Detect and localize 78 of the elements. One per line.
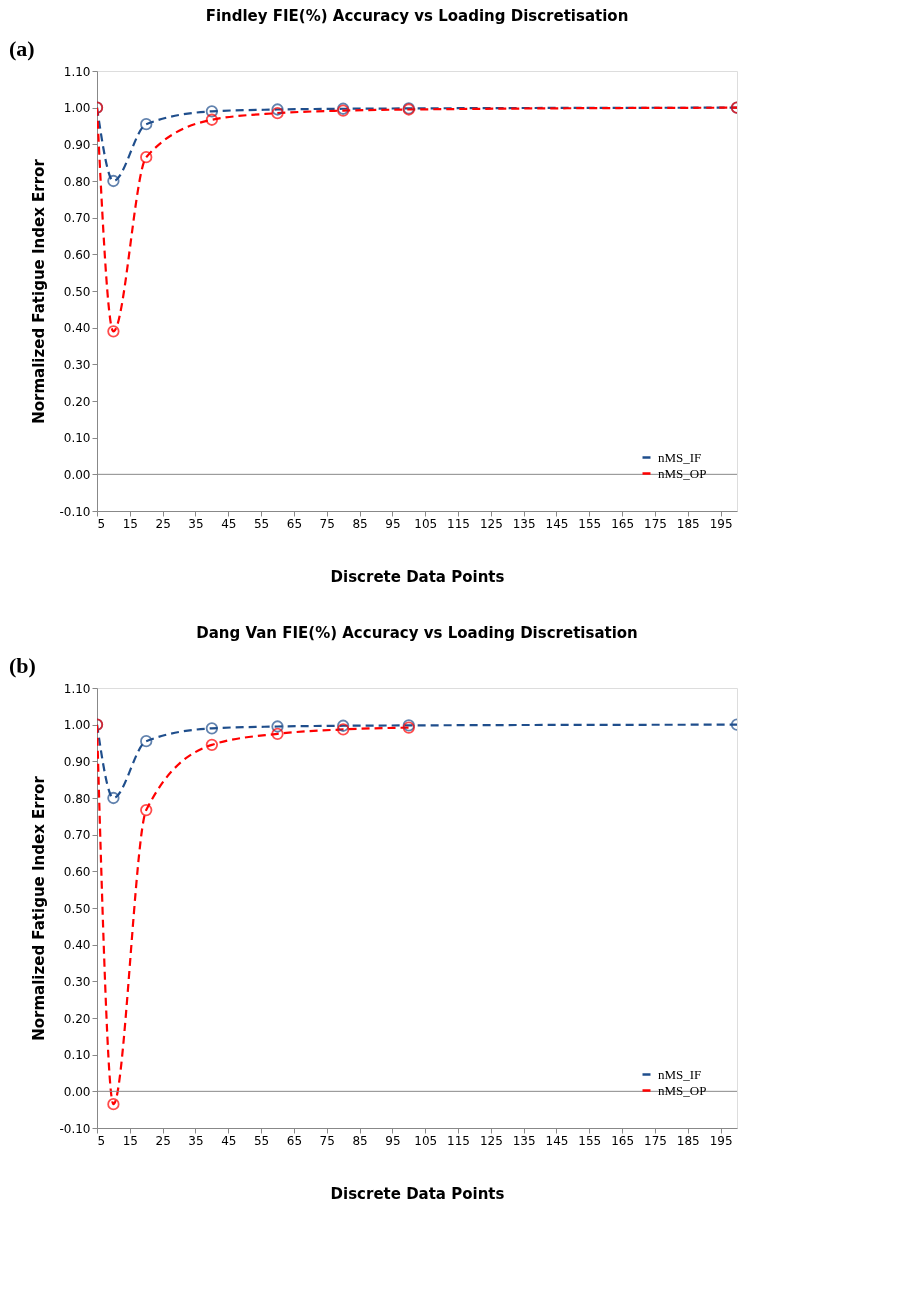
y-tick-label: 0.20: [63, 394, 91, 409]
x-tick-label: 165: [611, 1133, 635, 1148]
y-tick-label: 1.00: [63, 718, 91, 733]
x-tick-label: 135: [512, 516, 536, 531]
x-tick-label: 5: [97, 516, 106, 531]
x-tick-label: 145: [545, 516, 569, 531]
x-tick-label: 115: [447, 1133, 470, 1148]
x-tick-label: 25: [155, 1133, 171, 1148]
legend-label: nMS_IF: [658, 449, 702, 465]
x-tick-label: 45: [221, 1133, 237, 1148]
y-tick-label: 0.80: [63, 174, 91, 189]
x-axis-title: Discrete Data Points: [330, 1184, 505, 1203]
x-tick-label: 25: [155, 516, 171, 531]
x-tick-label: 5: [97, 1133, 106, 1148]
x-tick-label: 185: [676, 516, 700, 531]
x-tick-label: 195: [709, 1133, 733, 1148]
y-axis-title: Normalized Fatigue Index Error: [30, 775, 49, 1041]
legend-label: nMS_OP: [658, 1082, 707, 1098]
text: (a): [9, 36, 35, 61]
y-tick-label: 1.10: [63, 64, 91, 79]
x-tick-label: 125: [479, 516, 503, 531]
x-tick-label: 65: [286, 1133, 303, 1148]
y-tick-label: 0.70: [63, 828, 91, 843]
x-tick-label: 105: [414, 1133, 438, 1148]
x-tick-label: 85: [352, 1133, 368, 1148]
y-tick-label: 0.10: [63, 431, 91, 446]
x-tick-label: 175: [644, 516, 667, 531]
y-tick-label: 0.50: [63, 284, 91, 299]
y-tick-label: 0.10: [63, 1048, 91, 1063]
x-tick-label: 85: [352, 516, 368, 531]
chart-title: Dang Van FIE(%) Accuracy vs Loading Discretisation: [196, 624, 638, 642]
x-tick-label: 95: [385, 516, 401, 531]
y-tick-label: 0.40: [63, 938, 91, 953]
y-tick-label: 1.10: [63, 681, 91, 696]
x-tick-label: 195: [709, 516, 733, 531]
x-tick-label: 65: [286, 516, 303, 531]
x-tick-label: 105: [414, 516, 438, 531]
y-tick-label: 0.00: [63, 1084, 91, 1099]
y-tick-label: 0.30: [63, 974, 91, 989]
legend-label: nMS_IF: [658, 1066, 702, 1082]
x-tick-label: 75: [319, 1133, 335, 1148]
x-tick-label: 35: [188, 516, 204, 531]
legend-label: nMS_OP: [658, 465, 707, 481]
chart-title: Findley FIE(%) Accuracy vs Loading Discretisation: [205, 7, 629, 25]
y-tick-label: 1.00: [63, 101, 91, 116]
x-axis-title: Discrete Data Points: [330, 567, 505, 586]
x-tick-label: 145: [545, 1133, 569, 1148]
x-tick-label: 15: [122, 516, 138, 531]
y-tick-label: 0.60: [63, 247, 91, 262]
x-tick-label: 125: [479, 1133, 503, 1148]
text: (b): [9, 653, 36, 678]
x-tick-label: 155: [578, 516, 602, 531]
y-tick-label: 0.40: [63, 321, 91, 336]
y-tick-label: 0.80: [63, 791, 91, 806]
y-tick-label: 0.30: [63, 357, 91, 372]
x-tick-label: 115: [447, 516, 470, 531]
x-tick-label: 185: [676, 1133, 700, 1148]
y-tick-label: 0.00: [63, 467, 91, 482]
x-tick-label: 75: [319, 516, 335, 531]
y-axis-title: Normalized Fatigue Index Error: [30, 158, 49, 424]
x-tick-label: 15: [122, 1133, 138, 1148]
y-tick-label: 0.70: [63, 211, 91, 226]
y-tick-label: -0.10: [59, 1121, 91, 1136]
x-tick-label: 175: [644, 1133, 667, 1148]
x-tick-label: 35: [188, 1133, 204, 1148]
x-tick-label: 95: [385, 1133, 401, 1148]
x-tick-label: 45: [221, 516, 237, 531]
x-tick-label: 165: [611, 516, 635, 531]
y-tick-label: -0.10: [59, 504, 91, 519]
x-tick-label: 55: [253, 1133, 270, 1148]
y-tick-label: 0.50: [63, 901, 91, 916]
y-tick-label: 0.90: [63, 137, 91, 152]
x-tick-label: 55: [253, 516, 270, 531]
x-tick-label: 135: [512, 1133, 536, 1148]
y-tick-label: 0.20: [63, 1011, 91, 1026]
y-tick-label: 0.60: [63, 864, 91, 879]
y-tick-label: 0.90: [63, 754, 91, 769]
x-tick-label: 155: [578, 1133, 602, 1148]
